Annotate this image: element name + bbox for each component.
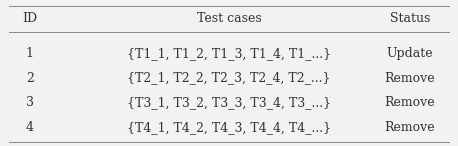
Text: 3: 3 [26, 96, 34, 110]
Text: 4: 4 [26, 121, 34, 134]
Text: {T1_1, T1_2, T1_3, T1_4, T1_...}: {T1_1, T1_2, T1_3, T1_4, T1_...} [127, 47, 331, 60]
Text: Test cases: Test cases [196, 12, 262, 26]
Text: ID: ID [22, 12, 38, 26]
Text: {T2_1, T2_2, T2_3, T2_4, T2_...}: {T2_1, T2_2, T2_3, T2_4, T2_...} [127, 72, 331, 85]
Text: {T3_1, T3_2, T3_3, T3_4, T3_...}: {T3_1, T3_2, T3_3, T3_4, T3_...} [127, 96, 331, 110]
Text: Remove: Remove [385, 121, 435, 134]
Text: Update: Update [387, 47, 433, 60]
Text: Remove: Remove [385, 96, 435, 110]
Text: 2: 2 [26, 72, 34, 85]
Text: Status: Status [390, 12, 430, 26]
Text: {T4_1, T4_2, T4_3, T4_4, T4_...}: {T4_1, T4_2, T4_3, T4_4, T4_...} [127, 121, 331, 134]
Text: 1: 1 [26, 47, 34, 60]
Text: Remove: Remove [385, 72, 435, 85]
